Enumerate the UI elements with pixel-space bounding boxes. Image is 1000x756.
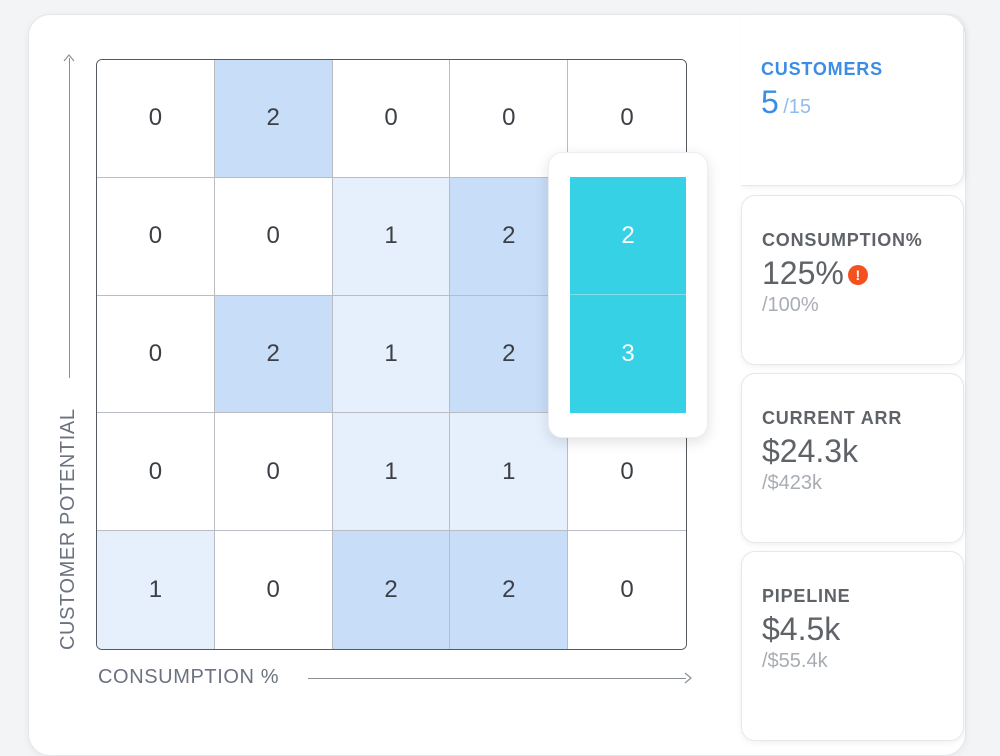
customers-card-border: [741, 14, 964, 186]
pipeline-value: $4.5k: [762, 611, 841, 647]
customers-total: /15: [783, 96, 812, 118]
consumption-card[interactable]: CONSUMPTION% 125%! /100%: [741, 195, 964, 365]
highlighted-cell[interactable]: 2: [570, 177, 686, 295]
highlighted-cell[interactable]: 3: [570, 295, 686, 413]
matrix-cell[interactable]: 2: [214, 295, 333, 414]
matrix-cell[interactable]: 0: [97, 177, 215, 296]
pipeline-label: PIPELINE: [762, 586, 851, 606]
matrix-cell[interactable]: 1: [332, 413, 451, 532]
matrix-cell[interactable]: 1: [97, 531, 215, 649]
y-axis-line: [69, 58, 70, 378]
consumption-target: /100%: [762, 294, 819, 316]
y-axis-arrow-icon: [63, 54, 75, 62]
consumption-label: CONSUMPTION%: [762, 230, 923, 250]
matrix-cell[interactable]: 0: [97, 295, 215, 414]
arr-value: $24.3k: [762, 433, 859, 469]
matrix-cell[interactable]: 0: [214, 413, 333, 532]
customers-value: 5: [761, 84, 779, 120]
arr-card[interactable]: CURRENT ARR $24.3k /$423k: [741, 373, 964, 543]
matrix-cell[interactable]: 0: [568, 531, 686, 649]
consumption-value: 125%: [762, 255, 844, 291]
matrix-cell[interactable]: 1: [332, 177, 451, 296]
matrix-cell[interactable]: 0: [97, 60, 215, 178]
y-axis-label: CUSTOMER POTENTIAL: [57, 408, 79, 650]
matrix-cell[interactable]: 2: [450, 531, 569, 649]
alert-icon: !: [847, 265, 868, 285]
matrix-grid: 0200000122021230011010220: [96, 59, 687, 650]
matrix-cell[interactable]: 0: [450, 60, 569, 178]
matrix-cell[interactable]: 1: [450, 413, 569, 532]
matrix-cell[interactable]: 0: [214, 531, 333, 649]
x-axis-arrow-icon: [684, 672, 692, 684]
customers-card[interactable]: CUSTOMERS 5 /15: [741, 58, 964, 186]
arr-total: /$423k: [762, 472, 823, 494]
x-axis-label: CONSUMPTION %: [98, 666, 280, 688]
pipeline-total: /$55.4k: [762, 650, 828, 672]
matrix-cell[interactable]: 0: [214, 177, 333, 296]
matrix-cell[interactable]: 2: [332, 531, 451, 649]
arr-label: CURRENT ARR: [762, 408, 903, 428]
matrix-cell[interactable]: 0: [97, 413, 215, 532]
matrix-cell[interactable]: 2: [214, 60, 333, 178]
x-axis-line: [308, 678, 686, 679]
matrix-cell[interactable]: 1: [332, 295, 451, 414]
customers-label: CUSTOMERS: [761, 59, 883, 79]
matrix-cell[interactable]: 0: [332, 60, 451, 178]
pipeline-card[interactable]: PIPELINE $4.5k /$55.4k: [741, 551, 964, 741]
